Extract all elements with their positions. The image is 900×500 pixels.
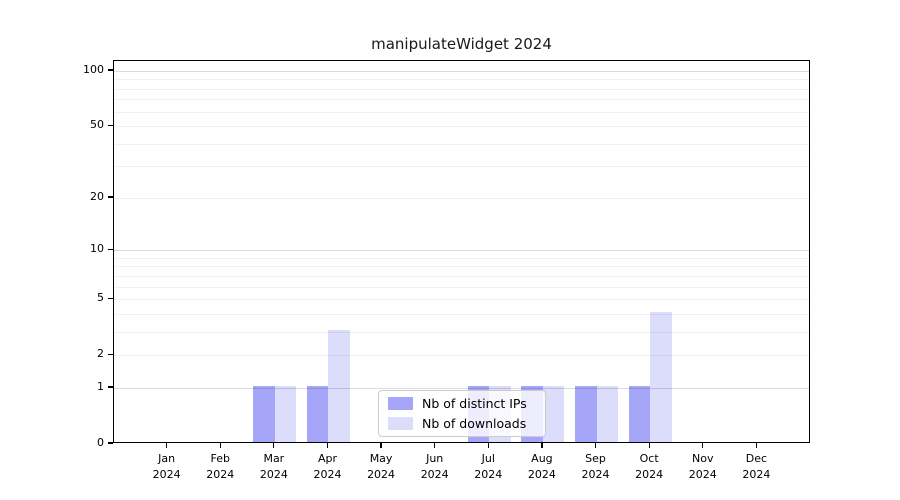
x-label-Oct: Oct 2024 (635, 452, 664, 481)
gridline-minor-30 (114, 166, 809, 168)
bar-downloads-Apr (328, 329, 350, 442)
legend-swatch-distinct-ips-icon (388, 397, 413, 410)
gridline-major-100 (114, 71, 809, 72)
bar-downloads-Aug (542, 385, 565, 442)
gridline-minor-8 (114, 266, 809, 268)
legend-item-distinct-ips: Nb of distinct IPs (388, 396, 545, 411)
x-tick-Feb (219, 443, 221, 448)
gridline-minor-2 (114, 355, 809, 357)
x-label-Dec: Dec 2024 (742, 452, 771, 481)
y-tick-label-0: 0 (97, 436, 104, 449)
x-tick-Aug (541, 443, 543, 448)
x-tick-Jul (487, 443, 489, 448)
bar-distinct-ips-Oct (628, 385, 651, 442)
bar-distinct-ips-Apr (306, 385, 329, 442)
legend-item-downloads: Nb of downloads (388, 416, 545, 431)
legend-label-distinct-ips: Nb of distinct IPs (422, 396, 527, 411)
gridline-minor-7 (114, 275, 809, 277)
x-tick-Sep (594, 443, 597, 448)
y-tick-0 (108, 442, 113, 444)
x-label-Jan: Jan 2024 (152, 452, 181, 481)
y-tick-20 (108, 196, 113, 198)
y-tick-label-100: 100 (83, 63, 104, 76)
gridline-minor-80 (114, 88, 809, 90)
bar-downloads-Sep (596, 385, 619, 442)
gridline-minor-6 (114, 286, 809, 288)
gridline-minor-4 (114, 313, 809, 315)
gridline-minor-50 (114, 126, 809, 128)
bar-distinct-ips-Sep (575, 385, 597, 442)
x-label-Apr: Apr 2024 (313, 452, 342, 481)
bar-distinct-ips-Mar (253, 385, 275, 442)
y-tick-label-50: 50 (90, 118, 104, 132)
y-tick-label-2: 2 (97, 347, 104, 361)
y-tick-label-5: 5 (97, 291, 104, 305)
y-tick-5 (108, 297, 113, 299)
gridline-minor-70 (114, 99, 809, 101)
y-tick-label-20: 20 (90, 189, 104, 203)
legend: Nb of distinct IPs Nb of downloads (378, 390, 546, 437)
y-tick-50 (108, 124, 113, 126)
gridline-major-10 (114, 250, 809, 252)
bar-downloads-Oct (650, 311, 672, 442)
legend-swatch-downloads-icon (388, 417, 413, 430)
x-label-Nov: Nov 2024 (688, 452, 717, 481)
y-tick-1 (108, 386, 113, 388)
x-tick-May (380, 443, 382, 448)
plot-area: Nb of distinct IPs Nb of downloads (113, 60, 810, 443)
y-tick-label-1: 1 (97, 379, 104, 393)
x-label-Aug: Aug 2024 (527, 452, 556, 481)
gridline-major-1 (114, 387, 809, 389)
gridline-minor-5 (114, 299, 809, 301)
chart-title: manipulateWidget 2024 (371, 35, 552, 53)
gridline-minor-20 (114, 197, 809, 199)
y-tick-2 (108, 353, 113, 355)
gridline-minor-9 (114, 257, 809, 259)
x-label-Sep: Sep 2024 (581, 452, 610, 481)
x-label-Jul: Jul 2024 (474, 452, 503, 481)
x-tick-Apr (326, 443, 329, 448)
y-tick-label-10: 10 (90, 242, 104, 256)
gridline-minor-3 (114, 331, 809, 333)
x-label-Feb: Feb 2024 (206, 452, 235, 481)
bar-downloads-Mar (274, 385, 297, 442)
x-tick-Jun (434, 443, 436, 448)
x-tick-Oct (648, 443, 650, 448)
x-tick-Mar (273, 443, 275, 448)
x-tick-Dec (755, 443, 757, 448)
x-label-Jun: Jun 2024 (420, 452, 449, 481)
x-label-Mar: Mar 2024 (259, 452, 288, 481)
gridline-minor-60 (114, 111, 809, 113)
x-label-May: May 2024 (367, 452, 396, 481)
x-tick-Jan (166, 443, 168, 448)
gridline-minor-40 (114, 143, 809, 145)
legend-label-downloads: Nb of downloads (422, 416, 527, 431)
y-tick-100 (108, 69, 113, 71)
x-tick-Nov (702, 443, 704, 448)
gridline-minor-90 (114, 79, 809, 81)
y-tick-10 (108, 248, 113, 250)
